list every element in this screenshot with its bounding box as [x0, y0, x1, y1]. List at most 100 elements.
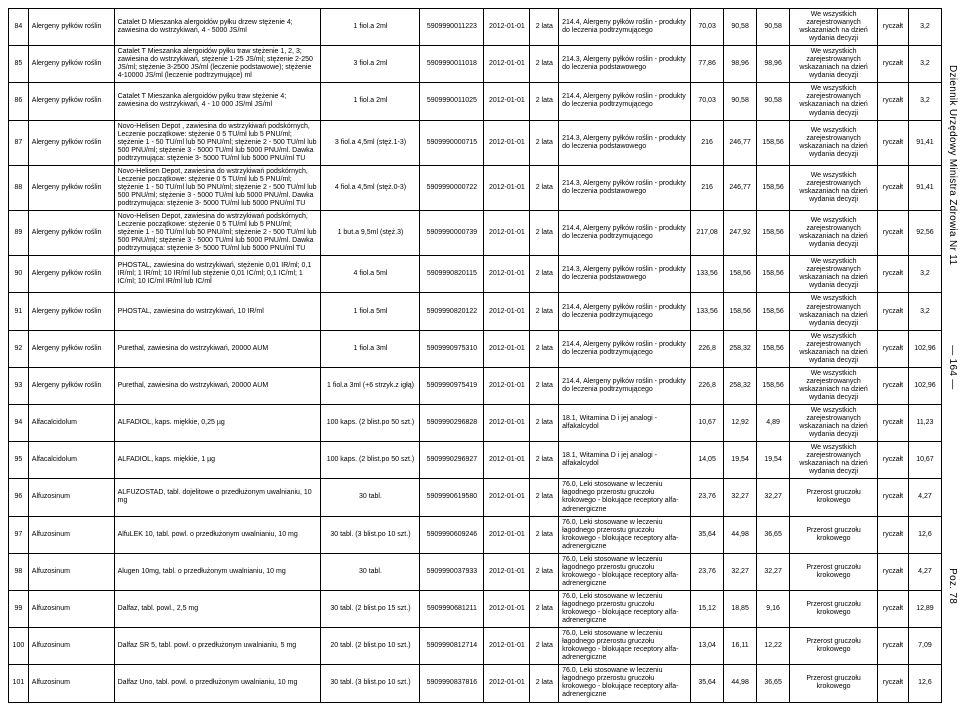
- cell: 2012-01-01: [484, 628, 530, 665]
- cell: 2012-01-01: [484, 516, 530, 553]
- cell: ryczałt: [878, 367, 909, 404]
- cell: ryczałt: [878, 293, 909, 330]
- cell: 91: [9, 293, 29, 330]
- cell: 214.4, Alergeny pyłków roślin - produkty…: [559, 9, 691, 46]
- cell: 158,56: [757, 211, 790, 256]
- cell: 133,56: [691, 256, 724, 293]
- cell: 3,2: [908, 293, 941, 330]
- cell: 23,76: [691, 553, 724, 590]
- cell: 18.1, Witamina D i jej analogi - alfakal…: [559, 442, 691, 479]
- table-row: 99AlfuzosinumDalfaz, tabl. powl., 2,5 mg…: [9, 590, 942, 627]
- cell: 3,2: [908, 83, 941, 120]
- cell: 98,96: [757, 46, 790, 83]
- cell: Przerost gruczołu krokowego: [790, 590, 878, 627]
- cell: 214.3, Alergeny pyłków roślin - produkty…: [559, 46, 691, 83]
- cell: Alfuzosinum: [28, 590, 114, 627]
- cell: Alergeny pyłków roślin: [28, 293, 114, 330]
- cell: We wszystkich zarejestrowanych wskazania…: [790, 367, 878, 404]
- cell: We wszystkich zarejestrowanych wskazania…: [790, 442, 878, 479]
- cell: 10,67: [691, 405, 724, 442]
- cell: Przerost gruczołu krokowego: [790, 516, 878, 553]
- cell: 5909990812714: [420, 628, 484, 665]
- table-row: 100AlfuzosinumDalfaz SR 5, tabl. powl. o…: [9, 628, 942, 665]
- cell: 94: [9, 405, 29, 442]
- cell: 214.4, Alergeny pyłków roślin - produkty…: [559, 293, 691, 330]
- cell: We wszystkich zarejestrowanych wskazania…: [790, 120, 878, 165]
- cell: We wszystkich zarejestrowanych wskazania…: [790, 256, 878, 293]
- cell: 13,04: [691, 628, 724, 665]
- cell: 2 lata: [530, 211, 559, 256]
- cell: 92,56: [908, 211, 941, 256]
- table-row: 88Alergeny pyłków roślinNovo-Helisen Dep…: [9, 165, 942, 210]
- cell: 100: [9, 628, 29, 665]
- cell: ryczałt: [878, 628, 909, 665]
- cell: 15,12: [691, 590, 724, 627]
- cell: Purethal, zawiesina do wstrzykiwań, 2000…: [114, 330, 321, 367]
- table-row: 92Alergeny pyłków roślinPurethal, zawies…: [9, 330, 942, 367]
- cell: 76.0, Leki stosowane w leczeniu łagodneg…: [559, 628, 691, 665]
- cell: 2 lata: [530, 330, 559, 367]
- cell: Catalet D Mieszanka alergoidów pyłku drz…: [114, 9, 321, 46]
- cell: ALFADIOL, kaps. miękkie, 1 µg: [114, 442, 321, 479]
- cell: 90,58: [757, 9, 790, 46]
- cell: 214.4, Alergeny pyłków roślin - produkty…: [559, 211, 691, 256]
- table-row: 87Alergeny pyłków roślinNovo-Helisen Dep…: [9, 120, 942, 165]
- cell: 158,56: [757, 293, 790, 330]
- cell: 226,8: [691, 330, 724, 367]
- cell: We wszystkich zarejestrowanych wskazania…: [790, 9, 878, 46]
- cell: 3 fiol.a 4,5ml (stęż.1-3): [321, 120, 420, 165]
- cell: 5909990011018: [420, 46, 484, 83]
- cell: 90,58: [724, 83, 757, 120]
- cell: 101: [9, 665, 29, 702]
- cell: Przerost gruczołu krokowego: [790, 479, 878, 516]
- cell: Alfuzosinum: [28, 628, 114, 665]
- cell: Alergeny pyłków roślin: [28, 46, 114, 83]
- cell: 158,56: [724, 293, 757, 330]
- cell: 12,6: [908, 665, 941, 702]
- cell: 100 kaps. (2 blist.po 50 szt.): [321, 442, 420, 479]
- cell: 44,98: [724, 516, 757, 553]
- poz: Poz. 78: [947, 569, 958, 605]
- cell: 5909990037933: [420, 553, 484, 590]
- cell: 1 fiol.a 3ml (+6 strzyk.z igłą): [321, 367, 420, 404]
- cell: 158,56: [757, 256, 790, 293]
- cell: PHOSTAL, zawiesina do wstrzykiwań, stęże…: [114, 256, 321, 293]
- cell: Purethal, zawiesina do wstrzykiwań, 2000…: [114, 367, 321, 404]
- cell: 16,11: [724, 628, 757, 665]
- journal: Dziennik Urzędowy Ministra Zdrowia Nr 11: [947, 65, 958, 265]
- cell: 246,77: [724, 120, 757, 165]
- cell: 2012-01-01: [484, 590, 530, 627]
- cell: 70,03: [691, 83, 724, 120]
- cell: 99: [9, 590, 29, 627]
- cell: 36,65: [757, 665, 790, 702]
- cell: ryczałt: [878, 211, 909, 256]
- cell: ryczałt: [878, 442, 909, 479]
- cell: 32,27: [724, 553, 757, 590]
- cell: We wszystkich zarejestrowanych wskazania…: [790, 293, 878, 330]
- cell: 32,27: [757, 553, 790, 590]
- cell: 5909990011025: [420, 83, 484, 120]
- cell: 2 lata: [530, 367, 559, 404]
- cell: 2 lata: [530, 665, 559, 702]
- cell: 2012-01-01: [484, 553, 530, 590]
- cell: 5909990000715: [420, 120, 484, 165]
- cell: 93: [9, 367, 29, 404]
- cell: 12,89: [908, 590, 941, 627]
- cell: Dalfaz, tabl. powl., 2,5 mg: [114, 590, 321, 627]
- cell: 246,77: [724, 165, 757, 210]
- cell: 216: [691, 165, 724, 210]
- cell: We wszystkich zarejestrowanych wskazania…: [790, 405, 878, 442]
- cell: 12,6: [908, 516, 941, 553]
- cell: Przerost gruczołu krokowego: [790, 665, 878, 702]
- cell: 2 lata: [530, 405, 559, 442]
- cell: 258,32: [724, 330, 757, 367]
- cell: 30 tabl. (3 blist.po 10 szt.): [321, 665, 420, 702]
- table-row: 90Alergeny pyłków roślinPHOSTAL, zawiesi…: [9, 256, 942, 293]
- cell: Alfacalcidolum: [28, 442, 114, 479]
- cell: 2 lata: [530, 479, 559, 516]
- cell: 217,08: [691, 211, 724, 256]
- table-row: 97AlfuzosinumAlfuLEK 10, tabl. powl. o p…: [9, 516, 942, 553]
- cell: Alergeny pyłków roślin: [28, 211, 114, 256]
- cell: 158,56: [757, 120, 790, 165]
- cell: 20 tabl. (2 blist.po 10 szt.): [321, 628, 420, 665]
